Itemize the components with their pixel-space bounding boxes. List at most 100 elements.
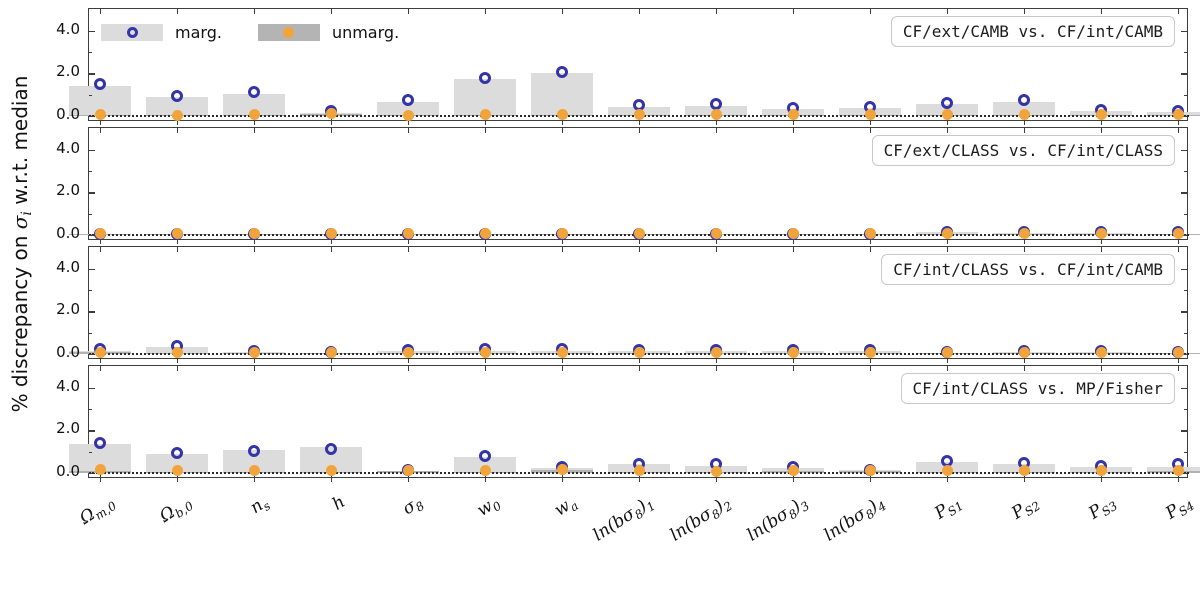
marker-unmarg-filled-circle-icon [1018, 347, 1030, 359]
x-tick [947, 9, 949, 14]
y-tick [1181, 430, 1187, 432]
marker-unmarg-filled-circle-icon [94, 347, 106, 359]
x-tick [562, 115, 564, 125]
x-tick [1024, 353, 1026, 363]
marker-marg-open-circle-icon [710, 98, 722, 111]
marker-unmarg-filled-circle-icon [479, 465, 491, 477]
marker-marg-open-circle-icon [325, 443, 337, 456]
marker-marg-open-circle-icon [171, 446, 183, 459]
marker-unmarg-filled-circle-icon [248, 465, 260, 477]
x-tick [485, 9, 487, 14]
x-tick [562, 366, 564, 371]
x-tick [562, 472, 564, 482]
y-tick [89, 30, 95, 32]
marker-unmarg-filled-circle-icon [1172, 228, 1184, 240]
marker-unmarg-filled-circle-icon [1095, 109, 1107, 121]
x-tick [947, 247, 949, 252]
x-tick-label: ln(bσ8)2 [666, 492, 735, 546]
x-tick [562, 353, 564, 363]
x-tick-label: ln(bσ8)3 [744, 492, 812, 545]
x-tick [716, 9, 718, 14]
subplot-panel: CF/ext/CLASS vs. CF/int/CLASS [69, 127, 1200, 244]
y-tick [1181, 116, 1187, 118]
x-tick [793, 353, 795, 363]
panel-label: CF/int/CLASS vs. MP/Fisher [900, 373, 1175, 404]
marker-marg-open-circle-icon [94, 437, 106, 450]
y-tick [89, 171, 92, 173]
x-tick [485, 247, 487, 252]
x-tick [793, 128, 795, 133]
y-tick [89, 290, 92, 292]
marker-unmarg-filled-circle-icon [633, 228, 645, 240]
marker-unmarg-filled-circle-icon [325, 465, 337, 477]
x-tick [793, 9, 795, 14]
x-tick-label: Ωb,0 [156, 492, 195, 526]
marker-marg-open-circle-icon [248, 445, 260, 458]
x-tick [331, 353, 333, 363]
y-tick-label: 0.0 [56, 343, 80, 361]
x-tick [1178, 472, 1180, 482]
y-tick [1181, 311, 1187, 313]
x-tick [408, 247, 410, 252]
x-tick [1101, 115, 1103, 125]
y-axis-label-suffix: w.r.t. median [8, 75, 32, 212]
x-tick [177, 128, 179, 133]
x-tick [100, 247, 102, 252]
marker-unmarg-filled-circle-icon [1095, 465, 1107, 477]
y-tick-label: 0.0 [56, 224, 80, 242]
marker-unmarg-filled-circle-icon [94, 228, 106, 240]
marker-unmarg-filled-circle-icon [710, 347, 722, 359]
marker-unmarg-filled-circle-icon [94, 464, 106, 476]
marker-unmarg-filled-circle-icon [171, 347, 183, 359]
marker-unmarg-filled-circle-icon [479, 228, 491, 240]
y-tick [1184, 290, 1187, 292]
marker-unmarg-filled-circle-icon [325, 347, 337, 359]
marker-marg-open-circle-icon [94, 78, 106, 91]
marker-marg-open-circle-icon [1018, 94, 1030, 107]
x-tick [100, 366, 102, 371]
y-tick [89, 409, 92, 411]
marker-unmarg-filled-circle-icon [710, 465, 722, 477]
y-tick [89, 235, 95, 237]
x-tick-label-part: ln(bσ [589, 503, 639, 546]
subplot-panel: CF/ext/CAMB vs. CF/int/CAMB [69, 8, 1200, 125]
x-tick [1024, 366, 1026, 371]
x-tick-label: PS4 [1162, 492, 1197, 523]
y-axis-label: % discrepancy on σi w.r.t. median [8, 75, 36, 413]
x-tick [793, 472, 795, 482]
x-tick [870, 128, 872, 133]
marker-unmarg-filled-circle-icon [1172, 464, 1184, 476]
x-tick [716, 247, 718, 252]
x-tick [1178, 128, 1180, 133]
x-tick [870, 9, 872, 14]
bar-marg [454, 456, 516, 473]
sigma-subscript: i [19, 211, 36, 216]
x-tick [408, 353, 410, 363]
x-tick [716, 115, 718, 125]
x-tick [639, 366, 641, 371]
marker-unmarg-filled-circle-icon [94, 109, 106, 121]
y-tick [89, 213, 92, 215]
subplot-panel: CF/int/CLASS vs. MP/Fisher [69, 365, 1200, 482]
x-tick [331, 9, 333, 14]
x-tick [793, 366, 795, 371]
marker-unmarg-filled-circle-icon [402, 109, 414, 121]
y-tick-label: 4.0 [56, 376, 80, 395]
bar-marg [146, 453, 208, 473]
marker-unmarg-filled-circle-icon [1018, 228, 1030, 240]
marker-unmarg-filled-circle-icon [248, 109, 260, 121]
x-tick [331, 366, 333, 371]
marker-unmarg-filled-circle-icon [633, 347, 645, 359]
y-tick [89, 192, 95, 194]
marker-unmarg-filled-circle-icon [248, 347, 260, 359]
marker-unmarg-filled-circle-icon [171, 465, 183, 477]
x-tick-label-part: ln(bσ [666, 503, 716, 546]
x-tick [331, 128, 333, 133]
x-tick [639, 247, 641, 252]
x-tick-label: ns [247, 492, 273, 518]
bar-marg [377, 101, 439, 116]
marker-unmarg-filled-circle-icon [325, 228, 337, 240]
marker-marg-open-circle-icon [402, 94, 414, 107]
x-tick [1178, 353, 1180, 363]
x-tick [100, 128, 102, 133]
